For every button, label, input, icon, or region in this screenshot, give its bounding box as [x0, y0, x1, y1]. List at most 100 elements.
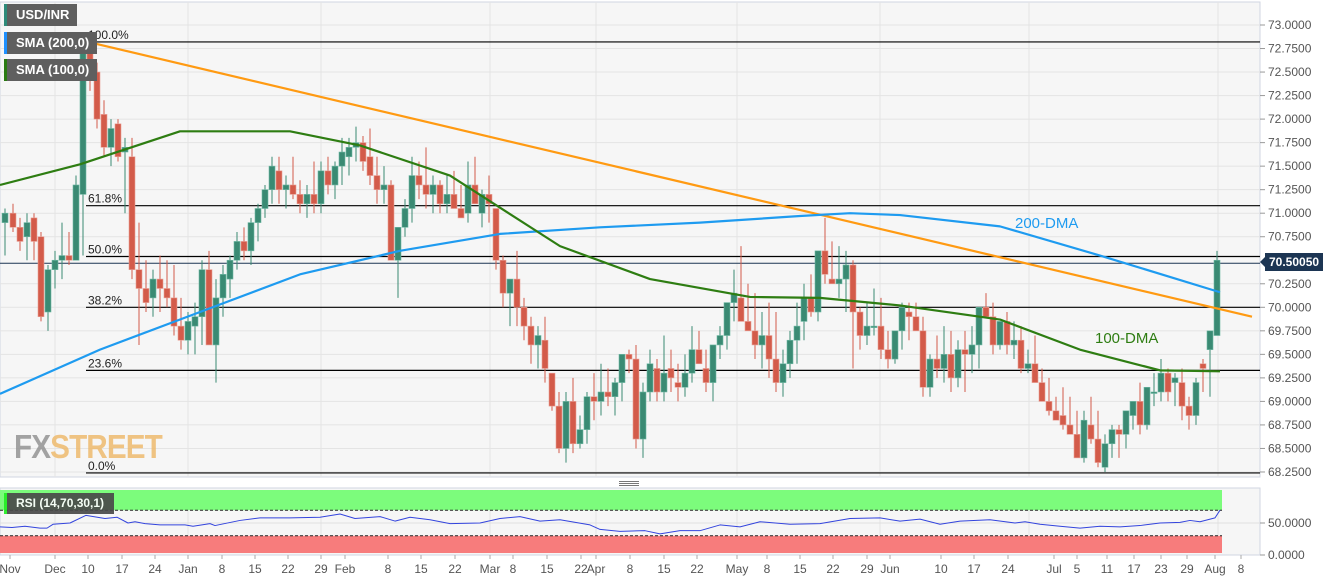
candle-down[interactable] — [1045, 401, 1053, 412]
candle-down[interactable] — [821, 250, 829, 275]
candle-up[interactable] — [506, 278, 514, 294]
candle-up[interactable] — [212, 297, 220, 346]
candle-up[interactable] — [618, 354, 626, 383]
candle-up[interactable] — [261, 189, 269, 209]
candle-down[interactable] — [989, 316, 997, 346]
candle-down[interactable] — [744, 321, 752, 332]
candle-down[interactable] — [1094, 438, 1102, 463]
candle-down[interactable] — [373, 175, 381, 190]
candle-down[interactable] — [471, 184, 479, 205]
candle-up[interactable] — [268, 165, 276, 190]
candle-down[interactable] — [632, 358, 640, 440]
candle-down[interactable] — [65, 255, 73, 261]
candle-up[interactable] — [23, 222, 31, 238]
candle-down[interactable] — [702, 368, 710, 383]
candle-down[interactable] — [359, 142, 367, 162]
candle-up[interactable] — [338, 151, 346, 167]
candle-down[interactable] — [513, 278, 521, 308]
candle-up[interactable] — [1108, 429, 1116, 445]
candle-up[interactable] — [254, 208, 262, 223]
candle-down[interactable] — [569, 401, 577, 445]
price-pane[interactable] — [0, 1, 1261, 478]
candle-up[interactable] — [562, 401, 570, 449]
candle-up[interactable] — [107, 128, 115, 148]
legend-symbol[interactable]: USD/INR — [4, 4, 78, 26]
candle-up[interactable] — [401, 208, 409, 228]
candle-up[interactable] — [1206, 330, 1214, 350]
candle-up[interactable] — [723, 302, 731, 336]
candle-down[interactable] — [163, 288, 171, 299]
pane-resize-handle[interactable] — [619, 481, 639, 487]
candle-down[interactable] — [695, 349, 703, 365]
candle-down[interactable] — [541, 339, 549, 369]
candle-down[interactable] — [1115, 429, 1123, 435]
rsi-line[interactable] — [0, 509, 1221, 535]
candle-up[interactable] — [611, 382, 619, 397]
candle-up[interactable] — [1, 212, 9, 223]
candle-up[interactable] — [303, 194, 311, 205]
trendline[interactable] — [87, 40, 1253, 318]
candle-down[interactable] — [961, 349, 969, 355]
candle-up[interactable] — [800, 297, 808, 322]
candle-up[interactable] — [1143, 386, 1151, 426]
candle-down[interactable] — [275, 170, 283, 190]
candle-down[interactable] — [1059, 415, 1067, 426]
candle-down[interactable] — [905, 311, 913, 318]
candle-down[interactable] — [9, 212, 17, 228]
candle-up[interactable] — [793, 325, 801, 341]
candle-down[interactable] — [555, 405, 563, 449]
candle-down[interactable] — [912, 316, 920, 332]
candle-down[interactable] — [520, 306, 528, 327]
candle-up[interactable] — [429, 184, 437, 195]
candle-down[interactable] — [436, 184, 444, 205]
candle-up[interactable] — [464, 184, 472, 214]
candle-up[interactable] — [345, 147, 353, 158]
candle-up[interactable] — [1192, 382, 1200, 416]
candle-up[interactable] — [184, 321, 192, 341]
candle-down[interactable] — [1017, 339, 1025, 369]
candle-down[interactable] — [240, 241, 248, 252]
candle-up[interactable] — [534, 335, 542, 346]
candle-up[interactable] — [219, 274, 227, 299]
candle-up[interactable] — [814, 250, 822, 313]
candle-up[interactable] — [870, 325, 878, 328]
candle-down[interactable] — [1164, 372, 1172, 393]
candle-down[interactable] — [30, 217, 38, 242]
candle-down[interactable] — [625, 354, 633, 360]
candle-up[interactable] — [709, 344, 717, 383]
candle-down[interactable] — [156, 278, 164, 289]
candle-up[interactable] — [597, 391, 605, 402]
candle-up[interactable] — [758, 335, 766, 346]
candle-up[interactable] — [660, 372, 668, 393]
candle-down[interactable] — [653, 368, 661, 393]
candle-up[interactable] — [317, 170, 325, 205]
sma100-line[interactable] — [0, 130, 1221, 373]
candle-up[interactable] — [149, 278, 157, 299]
candle-down[interactable] — [527, 325, 535, 346]
candle-up[interactable] — [58, 255, 66, 261]
candle-down[interactable] — [114, 123, 122, 158]
candle-up[interactable] — [198, 269, 206, 318]
candle-down[interactable] — [884, 349, 892, 360]
candle-up[interactable] — [247, 222, 255, 252]
candle-up[interactable] — [842, 264, 850, 280]
candle-down[interactable] — [604, 391, 612, 397]
candle-up[interactable] — [646, 363, 654, 393]
candle-down[interactable] — [296, 194, 304, 205]
candle-up[interactable] — [1171, 377, 1179, 383]
candle-up[interactable] — [1010, 339, 1018, 346]
candle-down[interactable] — [982, 306, 990, 318]
sma200-line[interactable] — [0, 212, 1221, 395]
candle-up[interactable] — [51, 259, 59, 270]
candle-up[interactable] — [681, 372, 689, 388]
candle-down[interactable] — [772, 358, 780, 383]
legend-sma100[interactable]: SMA (100,0) — [4, 59, 98, 81]
candle-up[interactable] — [891, 330, 899, 360]
candle-up[interactable] — [835, 278, 843, 285]
candle-up[interactable] — [1101, 443, 1109, 468]
candle-down[interactable] — [37, 236, 45, 318]
candle-up[interactable] — [394, 227, 402, 261]
candle-down[interactable] — [765, 335, 773, 360]
candle-down[interactable] — [590, 396, 598, 402]
